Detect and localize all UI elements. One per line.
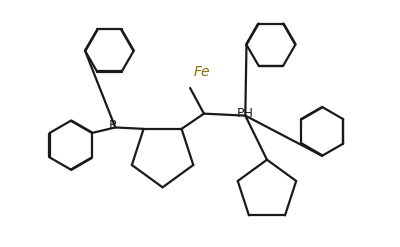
Text: P: P	[109, 119, 116, 132]
Text: Fe: Fe	[194, 65, 210, 79]
Text: PH: PH	[237, 107, 254, 120]
